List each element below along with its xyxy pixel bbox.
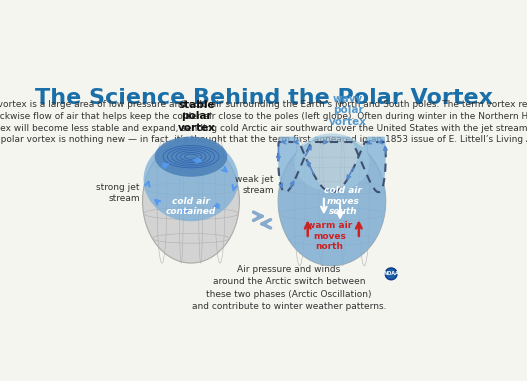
FancyArrowPatch shape <box>222 167 227 171</box>
Text: cold air
moves
south: cold air moves south <box>324 186 362 216</box>
Ellipse shape <box>143 138 238 221</box>
Text: warm air
moves
north: warm air moves north <box>307 221 352 251</box>
Text: stable
polar
vortex: stable polar vortex <box>178 100 216 133</box>
Ellipse shape <box>385 268 397 280</box>
FancyArrowPatch shape <box>232 185 237 190</box>
Ellipse shape <box>143 139 239 263</box>
Text: Air pressure and winds
around the Arctic switch between
these two phases (Arctic: Air pressure and winds around the Arctic… <box>192 265 386 311</box>
FancyArrowPatch shape <box>181 209 188 213</box>
Ellipse shape <box>154 136 227 177</box>
FancyArrowPatch shape <box>214 203 219 208</box>
Text: strong jet
stream: strong jet stream <box>96 183 140 203</box>
Text: The Science Behind the Polar Vortex: The Science Behind the Polar Vortex <box>35 88 493 108</box>
PathPatch shape <box>278 137 386 266</box>
Text: wavy
polar
vortex: wavy polar vortex <box>329 94 367 127</box>
Text: NOAA: NOAA <box>383 271 399 276</box>
Text: cold air
contained: cold air contained <box>166 197 216 216</box>
Text: The polar vortex is a large area of low pressure and cold air surrounding the Ea: The polar vortex is a large area of low … <box>0 100 527 144</box>
FancyArrowPatch shape <box>163 164 168 168</box>
FancyArrowPatch shape <box>155 200 160 205</box>
FancyArrowPatch shape <box>194 158 201 163</box>
Ellipse shape <box>278 137 386 266</box>
FancyArrowPatch shape <box>145 182 150 187</box>
Ellipse shape <box>294 133 369 192</box>
Text: weak jet
stream: weak jet stream <box>236 175 274 195</box>
